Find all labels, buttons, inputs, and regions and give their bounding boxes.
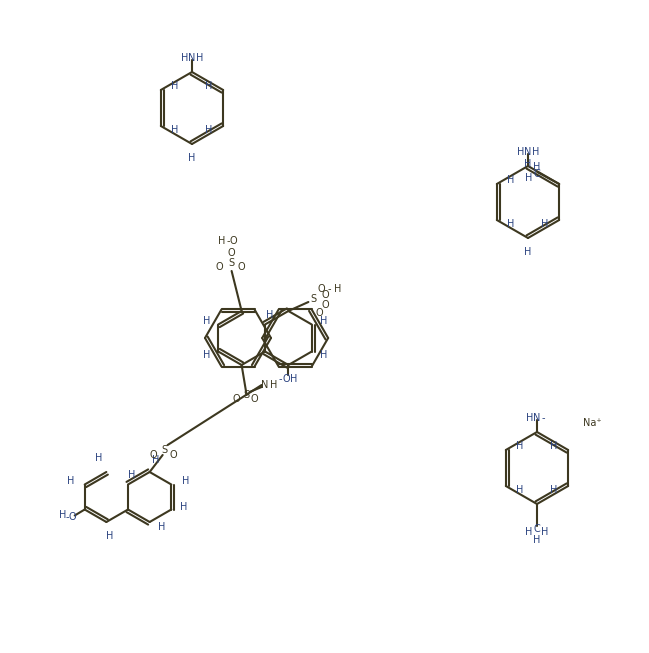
Text: O: O — [69, 513, 77, 522]
Text: H: H — [152, 455, 160, 465]
Text: H: H — [524, 247, 532, 257]
Text: S: S — [310, 294, 317, 304]
Text: N: N — [261, 380, 268, 390]
Text: H: H — [532, 147, 540, 157]
Text: O: O — [315, 308, 323, 318]
Text: C: C — [533, 169, 541, 179]
Text: H: H — [95, 453, 102, 463]
Text: H: H — [196, 53, 204, 63]
Text: -: - — [328, 284, 331, 294]
Text: Na⁺: Na⁺ — [583, 418, 602, 428]
Text: H: H — [158, 522, 165, 532]
Text: H: H — [334, 284, 341, 294]
Text: H: H — [202, 349, 210, 360]
Text: H: H — [533, 162, 541, 172]
Text: H: H — [541, 219, 549, 229]
Text: H: H — [526, 413, 533, 423]
Text: S: S — [162, 445, 167, 455]
Text: -: - — [66, 513, 69, 522]
Text: O: O — [233, 394, 240, 404]
Text: H: H — [59, 509, 66, 520]
Text: H: H — [550, 485, 558, 495]
Text: O: O — [150, 450, 158, 460]
Text: H: H — [320, 349, 328, 360]
Text: N: N — [188, 53, 196, 63]
Text: O: O — [230, 236, 238, 246]
Text: H: H — [526, 173, 533, 183]
Text: O: O — [170, 450, 177, 460]
Text: H: H — [206, 125, 213, 135]
Text: N: N — [524, 147, 532, 157]
Text: S: S — [228, 258, 235, 268]
Text: H: H — [517, 147, 524, 157]
Text: H: H — [525, 527, 533, 537]
Text: H: H — [206, 81, 213, 91]
Text: O: O — [238, 262, 245, 272]
Text: O: O — [216, 262, 223, 272]
Text: H: H — [67, 477, 75, 486]
Text: S: S — [243, 390, 250, 400]
Text: -: - — [227, 236, 230, 246]
Text: H: H — [171, 81, 178, 91]
Text: -: - — [278, 374, 282, 384]
Text: H: H — [270, 380, 277, 390]
Text: H: H — [289, 374, 297, 384]
Text: H: H — [516, 485, 524, 495]
Text: H: H — [541, 527, 548, 537]
Text: H: H — [202, 317, 210, 326]
Text: H: H — [533, 535, 541, 545]
Text: O: O — [321, 290, 329, 300]
Text: -: - — [541, 413, 545, 423]
Text: O: O — [251, 394, 258, 404]
Text: N: N — [533, 413, 541, 423]
Text: H: H — [507, 175, 515, 185]
Text: H: H — [182, 477, 189, 486]
Text: O: O — [321, 300, 329, 310]
Text: H: H — [524, 159, 532, 169]
Text: H: H — [550, 441, 558, 451]
Text: H: H — [320, 317, 328, 326]
Text: H: H — [516, 441, 524, 451]
Text: H: H — [188, 153, 196, 163]
Text: O: O — [282, 374, 290, 384]
Text: C: C — [533, 524, 541, 534]
Text: H: H — [129, 470, 136, 479]
Text: O: O — [317, 284, 325, 294]
Text: H: H — [171, 125, 178, 135]
Text: H: H — [180, 502, 187, 511]
Text: H: H — [266, 310, 274, 319]
Text: H: H — [507, 219, 515, 229]
Text: H: H — [218, 236, 225, 246]
Text: H: H — [106, 531, 113, 541]
Text: H: H — [181, 53, 189, 63]
Text: O: O — [228, 248, 236, 258]
